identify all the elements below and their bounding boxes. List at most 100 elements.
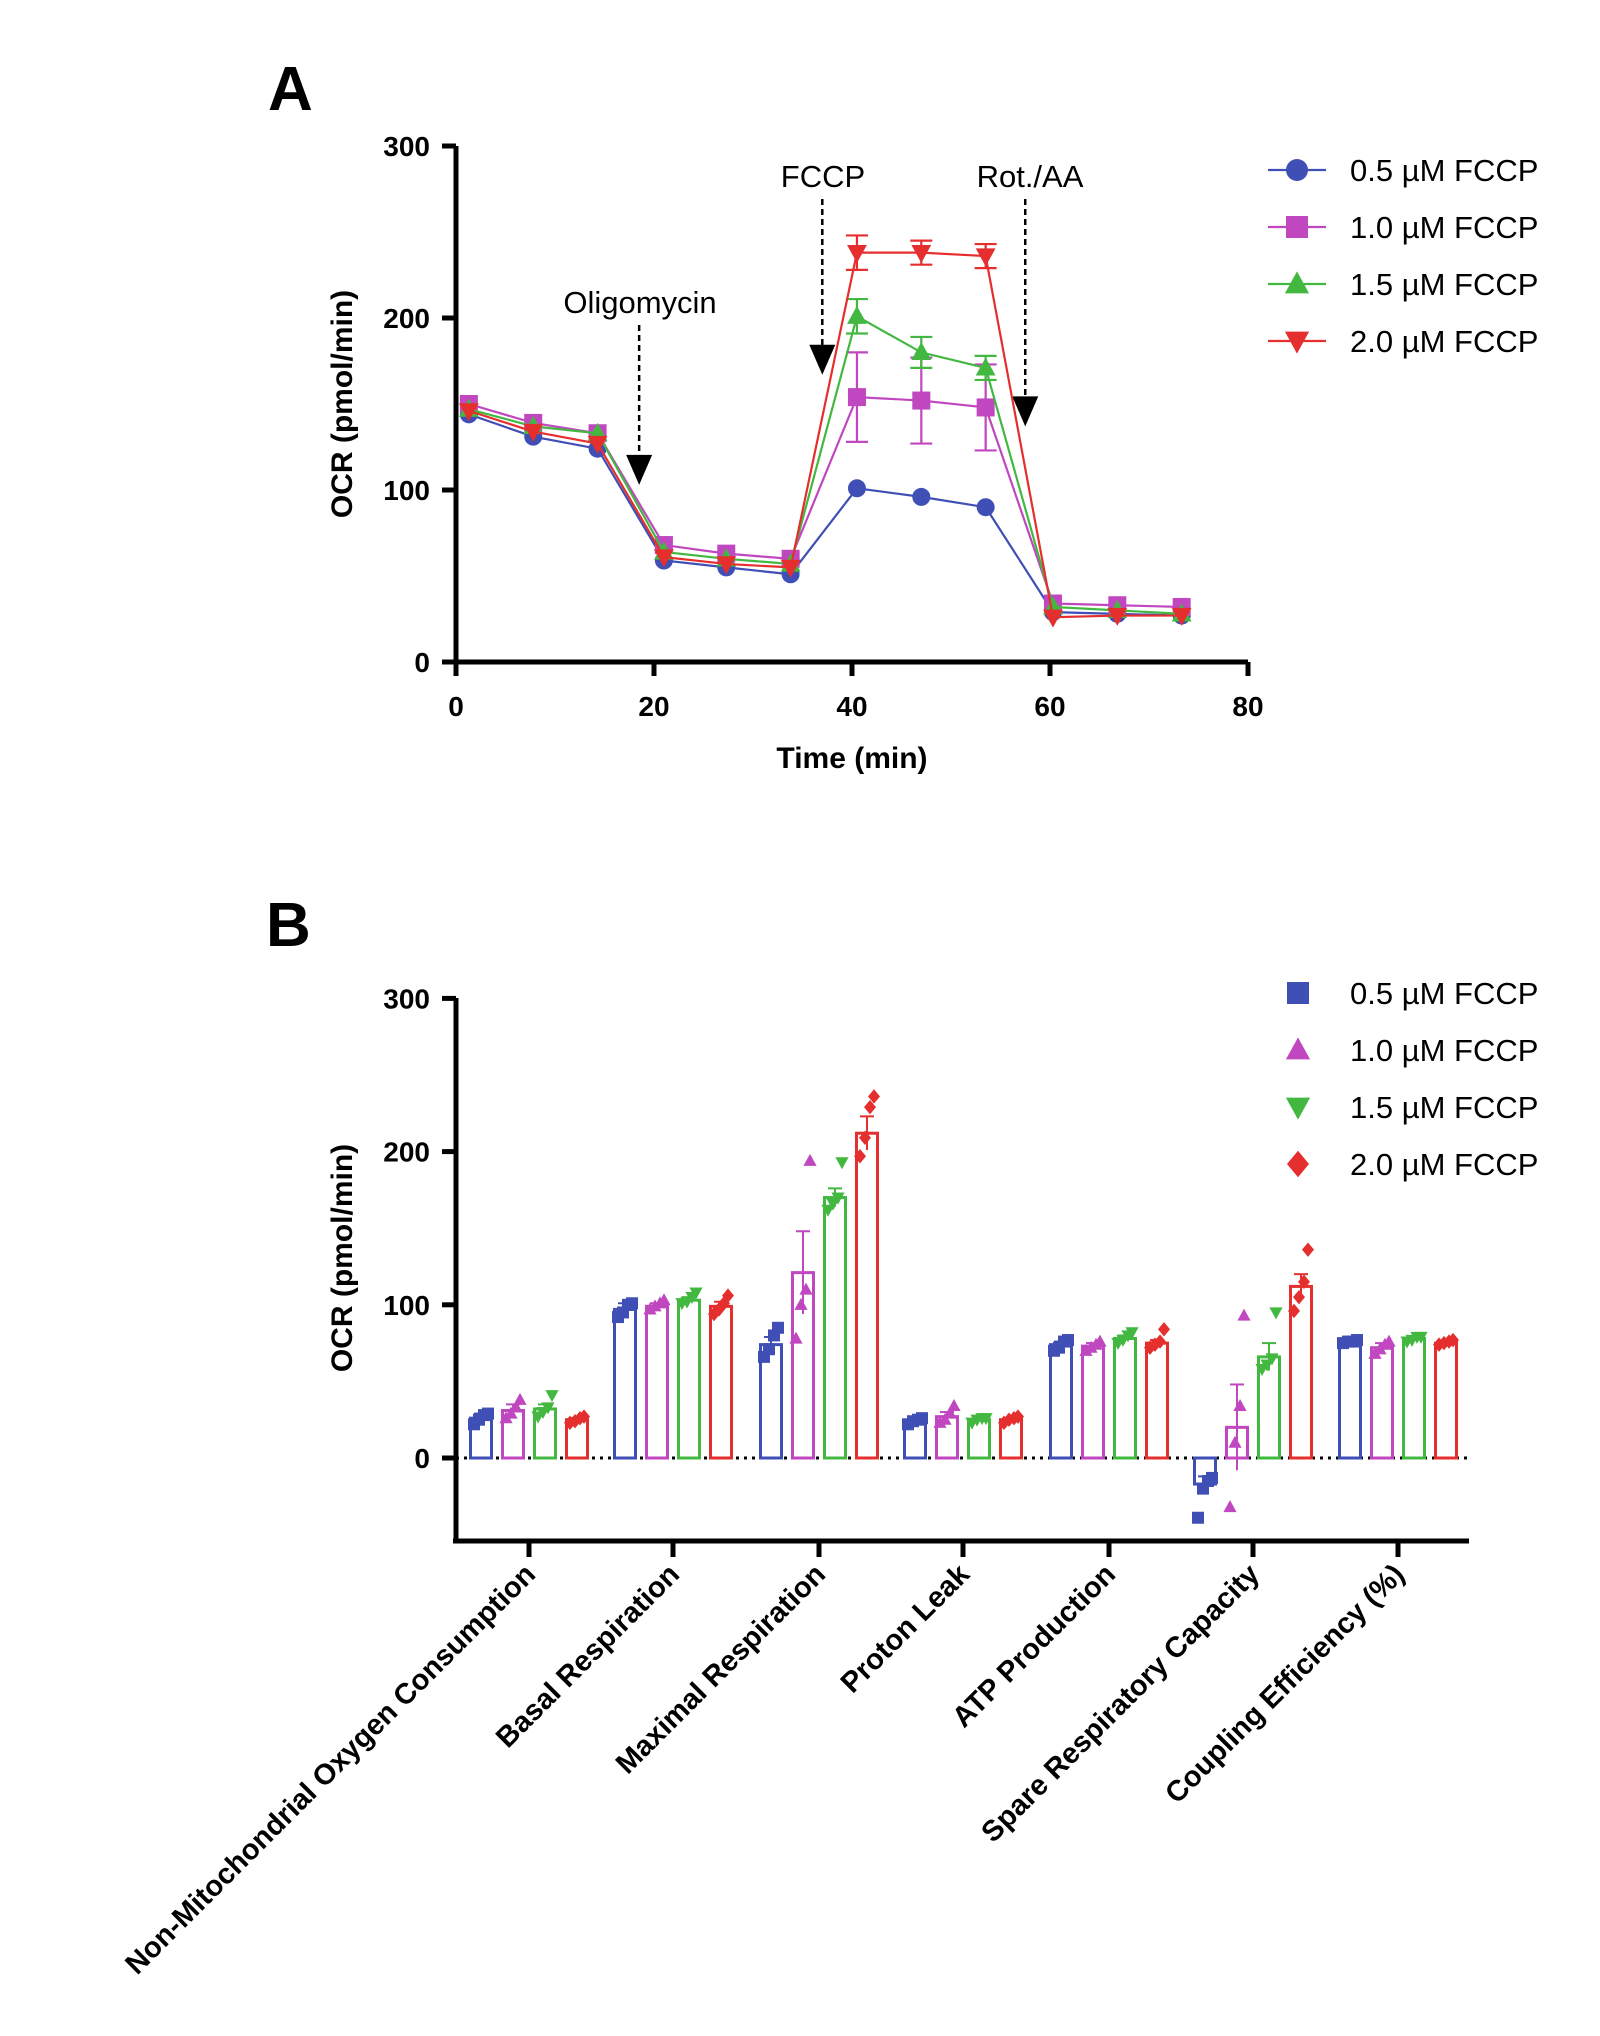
a-y-tick-label: 300 bbox=[383, 131, 430, 162]
bar bbox=[1113, 1337, 1137, 1460]
b-x-ticks: Non-Mitochondrial Oxygen ConsumptionBasa… bbox=[119, 1541, 1411, 1981]
bar-point bbox=[1288, 1303, 1300, 1319]
b-y-tick-label: 0 bbox=[414, 1443, 430, 1474]
bar-point bbox=[657, 1293, 671, 1306]
bar-point bbox=[1223, 1500, 1237, 1513]
bar-point bbox=[564, 1415, 576, 1430]
bar-point bbox=[1265, 1353, 1279, 1366]
data-point bbox=[976, 498, 995, 517]
bar-point bbox=[578, 1409, 590, 1424]
data-point bbox=[847, 244, 867, 263]
series-line bbox=[468, 314, 1182, 615]
bar-point bbox=[772, 1321, 784, 1334]
panel-b-label: B bbox=[266, 891, 311, 960]
bar-point bbox=[831, 1192, 845, 1205]
series-line bbox=[468, 395, 1182, 609]
bar-point bbox=[794, 1297, 808, 1310]
bar-point bbox=[513, 1392, 527, 1405]
data-point bbox=[1171, 607, 1192, 626]
legend-marker bbox=[1285, 1037, 1311, 1060]
a-y-tick-label: 100 bbox=[383, 475, 430, 506]
b-y-ticks: 0 100 200 300 bbox=[383, 983, 456, 1474]
a-y-tick-label: 200 bbox=[383, 303, 430, 334]
annotation-label: FCCP bbox=[781, 159, 865, 194]
bar-point bbox=[1269, 1307, 1283, 1320]
bar-point bbox=[933, 1415, 947, 1428]
b-y-axis-title: OCR (pmol/min) bbox=[326, 1144, 359, 1372]
legend-label: 1.0 µM FCCP bbox=[1350, 1033, 1538, 1068]
bar-point bbox=[504, 1406, 518, 1419]
bar bbox=[613, 1307, 637, 1460]
data-point bbox=[1107, 607, 1128, 626]
bar-point bbox=[1062, 1334, 1074, 1347]
bar-point bbox=[1260, 1359, 1274, 1372]
a-x-axis-title: Time (min) bbox=[776, 742, 927, 775]
a-x-tick-label: 40 bbox=[836, 691, 867, 722]
bar-point bbox=[1079, 1343, 1093, 1356]
annotation-arrowhead bbox=[809, 344, 836, 375]
b-y-tick-label: 300 bbox=[383, 983, 430, 1014]
category-label: Proton Leak bbox=[835, 1558, 977, 1700]
a-x-tick-label: 20 bbox=[638, 691, 669, 722]
bar bbox=[709, 1304, 733, 1460]
bar-point bbox=[1233, 1399, 1247, 1412]
bar-point bbox=[1158, 1322, 1170, 1337]
legend-label: 1.5 µM FCCP bbox=[1350, 1090, 1538, 1125]
b-y-tick-label: 100 bbox=[383, 1290, 430, 1321]
bar-point bbox=[1351, 1334, 1363, 1347]
legend-marker bbox=[1284, 271, 1310, 294]
data-point bbox=[458, 403, 479, 422]
data-point bbox=[654, 549, 674, 568]
bar bbox=[1402, 1337, 1426, 1460]
data-point bbox=[911, 244, 932, 263]
legend-label: 2.0 µM FCCP bbox=[1350, 1147, 1538, 1182]
series-line bbox=[468, 251, 1182, 619]
bar-point bbox=[1447, 1332, 1459, 1348]
legend-marker bbox=[1286, 216, 1308, 238]
bar-point bbox=[1382, 1334, 1396, 1347]
data-point bbox=[780, 559, 801, 578]
a-x-tick-label: 80 bbox=[1232, 691, 1263, 722]
bar bbox=[1370, 1346, 1394, 1460]
bar-point bbox=[1237, 1308, 1251, 1321]
annotation-label: Rot./AA bbox=[977, 159, 1084, 194]
annotation-arrowhead bbox=[626, 454, 653, 485]
a-series bbox=[458, 234, 1192, 628]
bar-point bbox=[648, 1299, 662, 1312]
legend-label: 0.5 µM FCCP bbox=[1350, 976, 1538, 1011]
data-point bbox=[847, 479, 866, 498]
legend-label: 1.0 µM FCCP bbox=[1350, 210, 1538, 245]
data-point bbox=[847, 305, 867, 324]
bar bbox=[1145, 1341, 1169, 1460]
data-point bbox=[976, 398, 995, 417]
bar-point bbox=[789, 1331, 803, 1344]
data-point bbox=[912, 391, 931, 410]
category-label: Spare Respiratory Capacity bbox=[975, 1558, 1265, 1848]
a-y-ticks: 0 100 200 300 bbox=[383, 131, 456, 678]
a-legend: 0.5 µM FCCP 1.0 µM FCCP 1.5 µM FCCP 2.0 µM … bbox=[1268, 153, 1538, 359]
bar-point bbox=[943, 1406, 957, 1419]
bar-point bbox=[722, 1288, 734, 1303]
bar-point bbox=[1228, 1435, 1242, 1448]
bar-point bbox=[1012, 1409, 1024, 1424]
series-line bbox=[468, 413, 1182, 617]
series-3 bbox=[458, 234, 1192, 628]
panel-a-label: A bbox=[268, 55, 313, 124]
annotation-label: Oligomycin bbox=[563, 285, 716, 320]
category-label: Non-Mitochondrial Oxygen Consumption bbox=[119, 1558, 541, 1980]
legend-marker bbox=[1287, 982, 1309, 1004]
bar-point bbox=[864, 1099, 876, 1115]
bar-point bbox=[509, 1400, 523, 1413]
a-x-ticks: 0 20 40 60 80 bbox=[448, 662, 1264, 722]
data-point bbox=[716, 556, 737, 575]
data-point bbox=[1043, 609, 1063, 628]
bar-point bbox=[859, 1130, 871, 1146]
panel-a: A 0 100 200 300 0 20 40 60 80 OCR (pmol/min) Ti… bbox=[268, 55, 1538, 775]
legend-label: 1.5 µM FCCP bbox=[1350, 267, 1538, 302]
category-label: Coupling Efficiency (%) bbox=[1159, 1558, 1411, 1810]
bar-point bbox=[1192, 1511, 1204, 1524]
legend-label: 2.0 µM FCCP bbox=[1350, 324, 1538, 359]
bar-point bbox=[938, 1412, 952, 1425]
bar-point bbox=[1084, 1340, 1098, 1353]
